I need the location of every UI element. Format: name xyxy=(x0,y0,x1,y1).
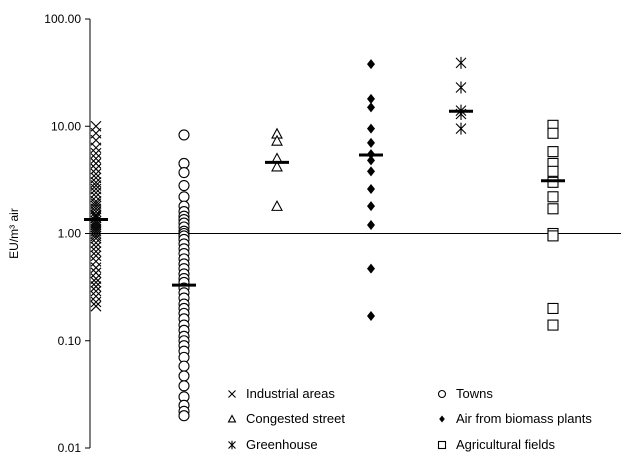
data-point xyxy=(367,263,375,274)
data-points xyxy=(90,56,559,422)
data-point xyxy=(90,267,102,279)
legend-marker xyxy=(439,415,445,423)
y-axis-label: EU/m³ air xyxy=(7,208,21,259)
series-4 xyxy=(367,59,375,322)
data-point xyxy=(367,59,375,70)
data-point xyxy=(90,183,102,195)
data-point xyxy=(90,195,102,207)
data-point xyxy=(90,163,102,175)
data-point xyxy=(90,246,102,257)
y-axis: 0.01 0.10 1.00 10.00 100.00 xyxy=(44,12,91,455)
data-point xyxy=(90,237,102,249)
y-tick-label: 1.00 xyxy=(58,227,82,241)
data-point xyxy=(367,93,375,104)
data-point xyxy=(178,410,190,422)
data-point xyxy=(90,285,102,297)
data-point xyxy=(90,262,102,274)
legend: Industrial areas Towns Congested street Air… xyxy=(227,386,592,452)
data-point xyxy=(90,187,102,199)
legend-entry: Agricultural fields xyxy=(456,437,555,452)
data-point xyxy=(90,158,102,169)
data-point xyxy=(547,191,559,203)
data-point xyxy=(547,319,559,331)
series-2 xyxy=(178,129,190,422)
data-point xyxy=(90,296,102,308)
data-point xyxy=(90,250,102,262)
data-point xyxy=(547,127,559,139)
legend-marker xyxy=(228,390,236,398)
legend-marker xyxy=(437,440,447,450)
data-point xyxy=(547,230,559,242)
data-point xyxy=(90,300,102,312)
data-point xyxy=(178,167,190,179)
y-tick-label: 0.01 xyxy=(58,441,82,455)
data-point xyxy=(367,155,375,166)
data-point xyxy=(178,191,190,203)
data-point xyxy=(178,157,190,169)
data-point xyxy=(367,183,375,194)
data-point xyxy=(90,277,102,288)
data-point xyxy=(90,281,102,292)
data-point xyxy=(367,220,375,231)
data-point xyxy=(178,179,190,192)
data-point xyxy=(90,200,102,212)
data-point xyxy=(547,302,559,315)
data-point xyxy=(90,172,102,184)
data-point xyxy=(547,203,559,215)
legend-entry: Towns xyxy=(456,386,493,401)
y-tick-label: 100.00 xyxy=(44,12,81,26)
data-point xyxy=(90,168,102,180)
data-point xyxy=(178,360,190,372)
data-point xyxy=(178,129,190,141)
data-point xyxy=(367,201,375,212)
data-point xyxy=(367,123,375,134)
series-3 xyxy=(271,127,283,211)
data-point xyxy=(178,380,190,392)
data-point xyxy=(271,134,283,146)
data-point xyxy=(367,137,375,148)
y-tick-label: 0.10 xyxy=(58,334,82,348)
series-1 xyxy=(90,120,102,312)
legend-marker xyxy=(227,414,237,423)
legend-marker xyxy=(228,440,236,450)
data-point xyxy=(367,102,375,113)
data-point xyxy=(455,56,467,69)
data-point xyxy=(90,142,102,154)
data-point xyxy=(90,153,102,164)
data-point xyxy=(547,165,559,177)
legend-entry: Industrial areas xyxy=(246,386,335,401)
data-point xyxy=(90,134,102,146)
data-point xyxy=(90,147,102,159)
data-point xyxy=(90,198,102,209)
data-point xyxy=(547,146,559,158)
median-bars xyxy=(84,109,565,287)
legend-entry: Air from biomass plants xyxy=(456,411,592,426)
data-point xyxy=(367,311,375,322)
data-point xyxy=(455,81,467,94)
y-tick-label: 10.00 xyxy=(51,119,81,133)
series-5 xyxy=(455,56,467,135)
data-point xyxy=(90,215,102,227)
data-point xyxy=(90,290,102,302)
data-point xyxy=(271,199,283,211)
data-point xyxy=(90,241,102,253)
data-point xyxy=(455,122,467,135)
data-point xyxy=(90,233,102,244)
legend-marker xyxy=(437,389,447,399)
data-point xyxy=(90,273,102,284)
data-point xyxy=(178,370,190,382)
data-point xyxy=(367,166,375,177)
legend-entry: Congested street xyxy=(246,411,345,426)
series-6 xyxy=(547,119,559,331)
data-point xyxy=(271,160,283,172)
legend-entry: Greenhouse xyxy=(246,437,318,452)
data-point xyxy=(90,228,102,239)
data-point xyxy=(547,176,559,188)
